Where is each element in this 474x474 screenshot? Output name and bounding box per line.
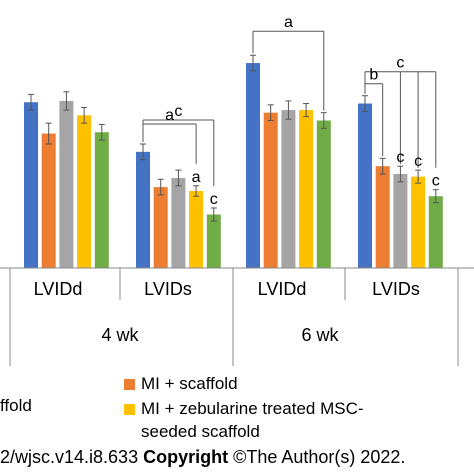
bar-1-2 xyxy=(171,177,186,268)
bar-3-1 xyxy=(375,166,390,268)
bar-3-3 xyxy=(411,176,426,268)
sig-letter-b-6: b xyxy=(369,67,378,84)
bar-1-1 xyxy=(153,187,168,268)
sig-letter-a-1: a xyxy=(165,107,174,124)
bar-3-0 xyxy=(358,103,372,269)
x-tick-label-3: LVIDs xyxy=(372,279,420,299)
bar-2-2 xyxy=(281,110,296,268)
bar-2-1 xyxy=(263,112,278,269)
sig-label-c-7: c xyxy=(396,149,404,166)
bar-3-4 xyxy=(428,196,443,268)
bar-1-0 xyxy=(136,151,150,268)
x-tick-label-2: LVIDd xyxy=(258,279,307,299)
sig-letter-c-0: c xyxy=(174,103,182,120)
legend-swatch-yellow xyxy=(124,404,135,415)
copyright-footer: 2/wjsc.v14.i8.633 Copyright ©The Author(… xyxy=(0,446,405,468)
bar-1-4 xyxy=(206,214,221,268)
legend-label-zebularine-line1: MI + zebularine treated MSC- xyxy=(141,399,364,418)
copyright-bold: Copyright xyxy=(143,447,229,467)
bar-2-4 xyxy=(316,120,331,268)
sig-label-a-2: a xyxy=(192,169,201,186)
bar-2-0 xyxy=(246,63,260,268)
sig-letter-a-4: a xyxy=(284,14,293,31)
legend-label-zebularine-line2: seeded scaffold xyxy=(141,422,260,441)
copyright-text: ©The Author(s) 2022. xyxy=(228,447,406,467)
sig-label-c-3: c xyxy=(210,191,218,208)
sig-letter-c-5: c xyxy=(396,55,404,72)
legend-label-mi-scaffold: MI + scaffold xyxy=(141,374,238,393)
bar-1-3 xyxy=(189,190,204,268)
bar-0-1 xyxy=(41,133,56,268)
period-label-0: 4 wk xyxy=(101,325,139,345)
bar-3-2 xyxy=(393,174,408,268)
sig-label-c-9: c xyxy=(432,173,440,190)
bar-0-2 xyxy=(59,100,74,268)
bar-0-4 xyxy=(94,132,109,268)
bar-0-3 xyxy=(77,115,92,268)
bar-2-3 xyxy=(299,110,314,268)
bar-0-0 xyxy=(24,102,38,268)
legend-swatch-orange xyxy=(124,379,135,390)
x-tick-label-1: LVIDs xyxy=(144,279,192,299)
legend-cut-label: ffold xyxy=(0,396,32,415)
x-tick-label-0: LVIDd xyxy=(34,279,83,299)
period-label-1: 6 wk xyxy=(301,325,339,345)
doi-text: 2/wjsc.v14.i8.633 xyxy=(0,447,144,467)
sig-label-c-8: c xyxy=(414,153,422,170)
legend: ffold MI + scaffold MI + zebularine trea… xyxy=(0,372,474,442)
